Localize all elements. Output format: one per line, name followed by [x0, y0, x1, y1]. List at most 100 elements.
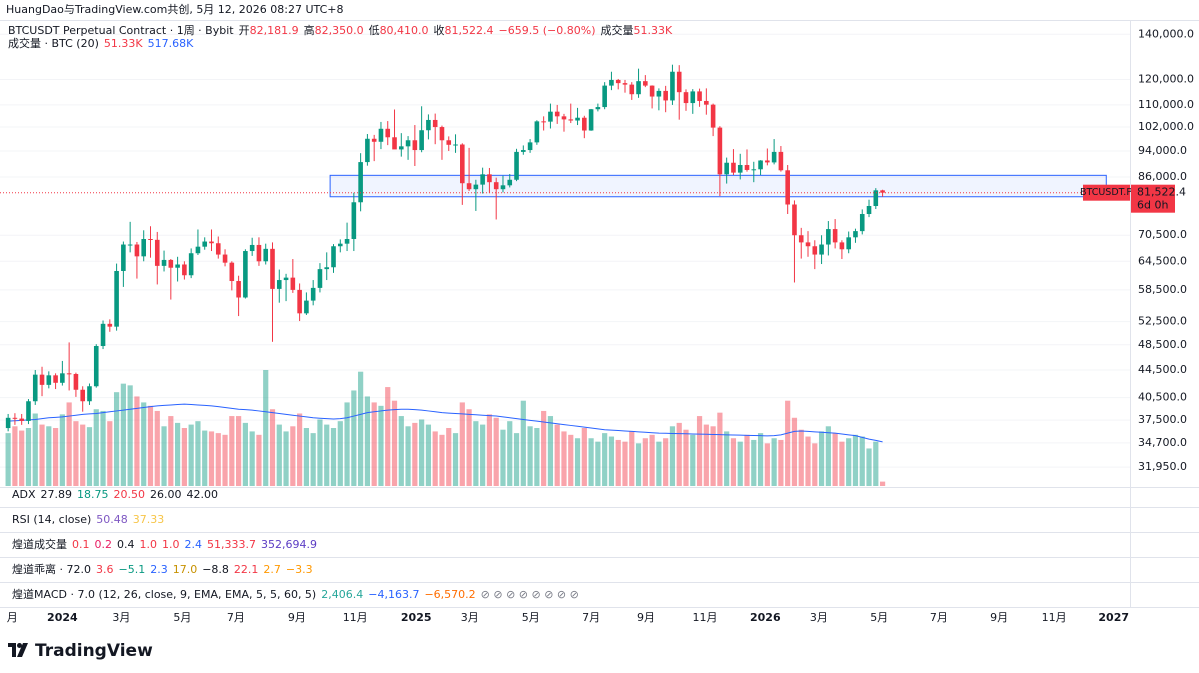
candle-body [798, 235, 804, 243]
volume-bar [215, 433, 221, 486]
volume-bar [5, 433, 11, 486]
volume-bar [66, 402, 72, 486]
candle-body [5, 417, 11, 429]
candle-body [453, 144, 458, 146]
ohlc-value: 81,522.4 [445, 24, 494, 37]
candle-body [690, 91, 696, 104]
candle-body [53, 375, 58, 383]
indicator-value: 1.0 [140, 538, 158, 551]
volume-bar [242, 422, 248, 486]
volume-bar [466, 409, 472, 486]
volume-bar [785, 400, 791, 486]
candle-body [276, 280, 282, 289]
volume-bar [283, 431, 289, 486]
volume-bar [751, 439, 757, 486]
candle-body [358, 162, 363, 203]
candle-body [724, 162, 729, 175]
candle-body [398, 146, 404, 150]
volume-bar [425, 424, 432, 486]
x-tick-label: 11月 [1042, 611, 1067, 624]
candle-body [758, 160, 763, 170]
volume-bar [46, 426, 52, 486]
price-tag-value: 81,522.4 [1137, 186, 1186, 199]
symbol-legend: BTCUSDT Perpetual Contract · 1周 · Bybit 开… [8, 23, 673, 37]
indicator-row: ADX 27.89 18.75 20.50 26.00 42.00 [12, 488, 218, 501]
candle-body [663, 90, 668, 101]
candle-body [161, 259, 167, 266]
volume-bar [690, 434, 696, 486]
indicator-row: 煌道MACD · 7.0 (12, 26, close, 9, EMA, EMA… [12, 587, 579, 601]
volume-value: 51.33K [633, 24, 672, 37]
x-tick-label: 9月 [990, 611, 1008, 624]
candle-body [615, 79, 621, 84]
volume-bar [541, 410, 547, 486]
volume-bar [269, 409, 276, 486]
y-tick-label: 44,500.0 [1138, 363, 1187, 376]
y-tick-label: 102,000.0 [1138, 120, 1194, 133]
volume-bar [771, 438, 777, 486]
candle-body [19, 418, 24, 421]
ohlc-label: 收 [434, 23, 445, 37]
x-tick-label: 11月 [343, 611, 368, 624]
indicator-value: 煌道成交量 [12, 537, 67, 551]
candle-body [141, 239, 147, 257]
volume-bar [378, 405, 384, 486]
candle-body [39, 374, 45, 385]
candle-body [812, 246, 818, 255]
volume-bar [507, 421, 513, 486]
indicator-value: 22.1 [234, 563, 259, 576]
candle-body [744, 165, 750, 170]
volume-bar [622, 441, 628, 486]
candle-body [751, 169, 757, 171]
volume-bar [324, 424, 330, 486]
candle-body [622, 83, 628, 85]
volume-bar [832, 433, 838, 486]
volume-bar [513, 433, 520, 486]
volume-bar [120, 383, 126, 486]
volume-bar [134, 396, 140, 486]
volume-bar [154, 410, 160, 486]
candle-body [263, 248, 269, 262]
volume-bar [317, 419, 323, 486]
volume-bar [202, 430, 208, 486]
candle-body [432, 119, 438, 128]
volume-bar [642, 438, 648, 486]
volume-bar [188, 424, 194, 486]
candle-body [256, 244, 262, 262]
candle-body [595, 107, 601, 110]
candle-body [629, 84, 635, 95]
volume-bar [561, 431, 567, 486]
x-tick-label: 5月 [522, 611, 540, 624]
candle-body [439, 127, 445, 141]
candle-body [575, 117, 580, 121]
watermark-header: HuangDao与TradingView.com共创, 5月 12, 2026 … [6, 3, 344, 16]
indicator-value: 0.4 [117, 538, 135, 551]
indicator-value: ADX [12, 488, 36, 501]
indicator-value: 煌道MACD · 7.0 (12, 26, close, 9, EMA, EMA… [12, 587, 316, 601]
candle-body [676, 71, 682, 93]
candle-body [46, 375, 52, 385]
volume-bar [757, 433, 764, 486]
candle-body [656, 90, 662, 97]
volume-bar [391, 400, 398, 486]
candle-body [385, 128, 391, 138]
x-tick-label: 7月 [582, 611, 600, 624]
candle-body [771, 151, 777, 163]
candle-body [188, 253, 194, 276]
volume-bar [635, 443, 642, 486]
x-tick-label: 11月 [692, 611, 717, 624]
candle-body [202, 241, 208, 247]
volume-bar [696, 416, 703, 486]
volume-bar [568, 434, 574, 486]
candle-body [324, 267, 330, 270]
y-tick-label: 52,500.0 [1138, 315, 1187, 328]
indicator-row: RSI (14, close) 50.48 37.33 [12, 513, 164, 526]
volume-bar [730, 438, 737, 486]
indicator-value: −6,570.2 [424, 588, 475, 601]
volume-bar [873, 441, 879, 486]
candle-body [710, 104, 716, 128]
y-tick-label: 40,500.0 [1138, 391, 1187, 404]
indicator-value: 2.7 [263, 563, 281, 576]
x-tick-label: 7月 [227, 611, 245, 624]
